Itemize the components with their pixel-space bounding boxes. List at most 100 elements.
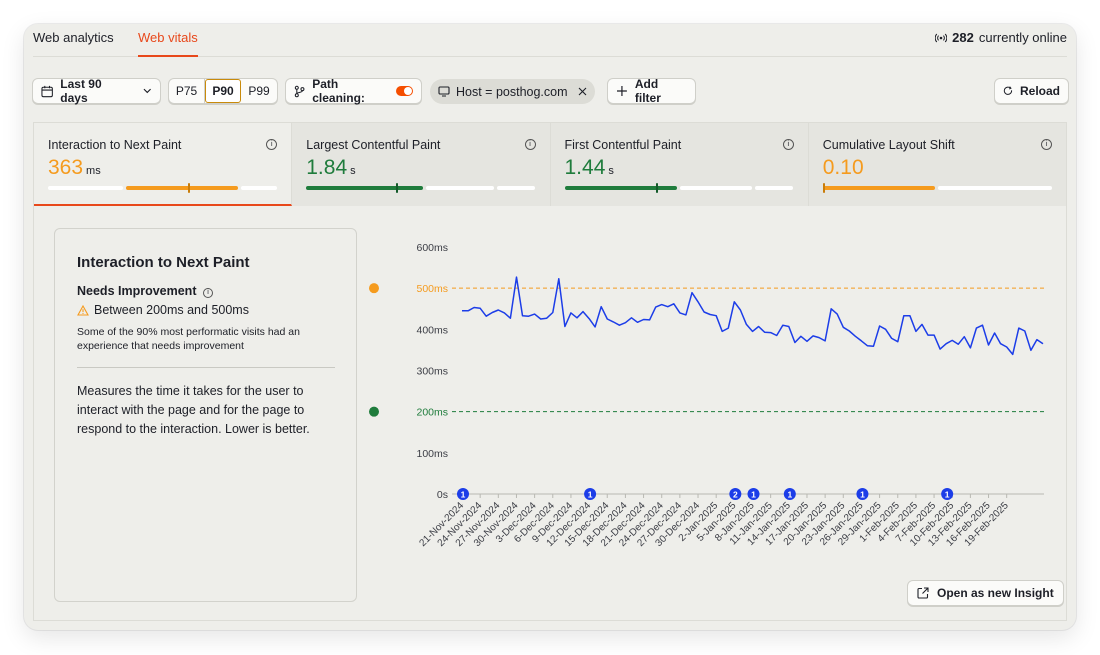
- bar-good-segment: [48, 186, 123, 190]
- host-filter-chip[interactable]: Host = posthog.com: [430, 79, 595, 104]
- percentile-p99[interactable]: P99: [248, 84, 270, 98]
- metric-progress-bar: [306, 183, 536, 193]
- y-tick-label: 600ms: [416, 242, 448, 254]
- annotation-badge: [584, 488, 597, 500]
- metric-detail-panel: Interaction to Next Paint Needs Improvem…: [33, 206, 1067, 621]
- metric-progress-bar: [564, 183, 794, 193]
- online-count: 282: [952, 30, 974, 45]
- detail-note: Some of the 90% most performatic visits …: [77, 326, 300, 352]
- annotation-count: 1: [945, 490, 950, 500]
- info-icon[interactable]: i: [266, 139, 278, 150]
- annotation-badge: [457, 488, 469, 500]
- web-vitals-window: Web analytics Web vitals 282 currently o…: [24, 24, 1076, 630]
- broadcast-icon: [935, 33, 948, 42]
- metric-value: 1.44 s: [565, 156, 614, 180]
- y-tick-label: 0s: [437, 489, 448, 501]
- annotation-badge: [941, 488, 954, 500]
- bar-poor-segment: [241, 186, 277, 190]
- metric-unit: s: [608, 165, 614, 177]
- detail-title: Interaction to Next Paint: [77, 254, 250, 271]
- metric-value-number: 1.44: [564, 156, 606, 179]
- calendar-icon: [41, 85, 53, 97]
- detail-status: Needs Improvement i: [77, 284, 213, 298]
- y-tick-label: 400ms: [416, 324, 448, 336]
- plus-icon: [616, 86, 627, 96]
- tab-web-analytics[interactable]: Web analytics: [33, 30, 114, 45]
- detail-range: Between 200ms and 500ms: [77, 303, 249, 317]
- path-cleaning-toggle[interactable]: Path cleaning:: [285, 77, 422, 105]
- bar-value-marker: [822, 183, 825, 193]
- online-label: currently online: [978, 30, 1067, 45]
- metric-tabs: Interaction to Next Paint i 363 ms Larges…: [33, 122, 1067, 206]
- monitor-icon: [438, 86, 450, 97]
- metric-value: 0.10: [823, 156, 867, 180]
- percentile-p90[interactable]: P90: [205, 79, 241, 103]
- annotation-count: 2: [733, 490, 738, 500]
- metric-name: Interaction to Next Paint: [48, 138, 182, 152]
- bar-value-marker: [656, 183, 659, 193]
- annotation-count: 1: [461, 490, 466, 500]
- bar-value-marker: [187, 183, 190, 193]
- online-indicator: 282 currently online: [935, 30, 1067, 45]
- metric-value-number: 363: [48, 156, 84, 179]
- bar-good-segment: [306, 186, 424, 190]
- close-icon[interactable]: [578, 87, 587, 96]
- metric-progress-bar: [48, 183, 277, 193]
- detail-description: Measures the time it takes for the user …: [77, 384, 310, 436]
- bar-value-marker: [395, 183, 398, 193]
- y-tick-label: 100ms: [416, 448, 448, 460]
- info-icon[interactable]: i: [524, 139, 536, 150]
- metric-value: 363 ms: [48, 156, 101, 180]
- bar-needs-segment: [822, 186, 935, 190]
- metric-tab-fcp[interactable]: First Contentful Paint i 1.44 s: [550, 123, 809, 206]
- info-icon[interactable]: i: [782, 139, 794, 150]
- info-icon[interactable]: i: [1041, 139, 1052, 150]
- status-label: Needs Improvement: [77, 284, 197, 298]
- metric-tab-inp[interactable]: Interaction to Next Paint i 363 ms: [34, 123, 293, 206]
- open-insight-label: Open as new Insight: [937, 586, 1054, 600]
- annotation-badge: [783, 488, 796, 500]
- annotation-count: 1: [588, 490, 593, 500]
- reload-icon: [1003, 86, 1013, 95]
- top-tabs: Web analytics Web vitals 282 currently o…: [33, 24, 1067, 57]
- date-range-label: Last 90 days: [60, 77, 102, 105]
- path-cleaning-switch[interactable]: [396, 86, 413, 96]
- tab-web-vitals[interactable]: Web vitals: [138, 30, 198, 57]
- metric-tab-cls[interactable]: Cumulative Layout Shift i 0.10: [808, 123, 1066, 206]
- metric-tab-lcp[interactable]: Largest Contentful Paint i 1.84 s: [292, 123, 551, 206]
- percentile-p75[interactable]: P75: [169, 79, 205, 103]
- bar-good-segment: [564, 186, 677, 190]
- metric-unit: s: [350, 165, 356, 177]
- open-as-insight-button[interactable]: Open as new Insight: [907, 580, 1064, 606]
- bar-poor-segment: [937, 186, 1052, 190]
- add-filter-label: Add filter: [634, 77, 661, 105]
- divider: [77, 367, 335, 368]
- git-branch-icon: [294, 85, 305, 97]
- metric-name: Largest Contentful Paint: [306, 138, 441, 152]
- metric-name: Cumulative Layout Shift: [822, 138, 955, 152]
- info-icon[interactable]: i: [202, 288, 213, 298]
- path-cleaning-label: Path cleaning:: [312, 77, 365, 105]
- bar-poor-segment: [497, 186, 536, 190]
- bar-needs-segment: [125, 186, 239, 190]
- add-filter-button[interactable]: Add filter: [607, 77, 696, 105]
- metric-description-card: Interaction to Next Paint Needs Improvem…: [54, 228, 357, 602]
- external-link-icon: [917, 587, 929, 599]
- reload-label: Reload: [1019, 84, 1060, 98]
- annotation-count: 1: [787, 490, 792, 500]
- metric-value: 1.84 s: [306, 156, 355, 180]
- inp-series-line: [462, 276, 1044, 356]
- reload-button[interactable]: Reload: [994, 78, 1069, 104]
- bar-needs-segment: [679, 186, 753, 190]
- annotation-count: 1: [751, 490, 756, 500]
- bar-needs-segment: [426, 186, 495, 190]
- threshold-dot: [369, 283, 379, 294]
- percentile-selector: P75 P90 P99: [168, 78, 278, 104]
- date-range-select[interactable]: Last 90 days: [32, 77, 161, 105]
- y-tick-label: 500ms: [416, 283, 448, 295]
- y-tick-label: 200ms: [416, 407, 448, 419]
- threshold-dot: [369, 406, 379, 417]
- y-tick-label: 300ms: [416, 366, 448, 378]
- warning-icon: [77, 304, 89, 316]
- host-filter-label: Host = posthog.com: [456, 84, 568, 99]
